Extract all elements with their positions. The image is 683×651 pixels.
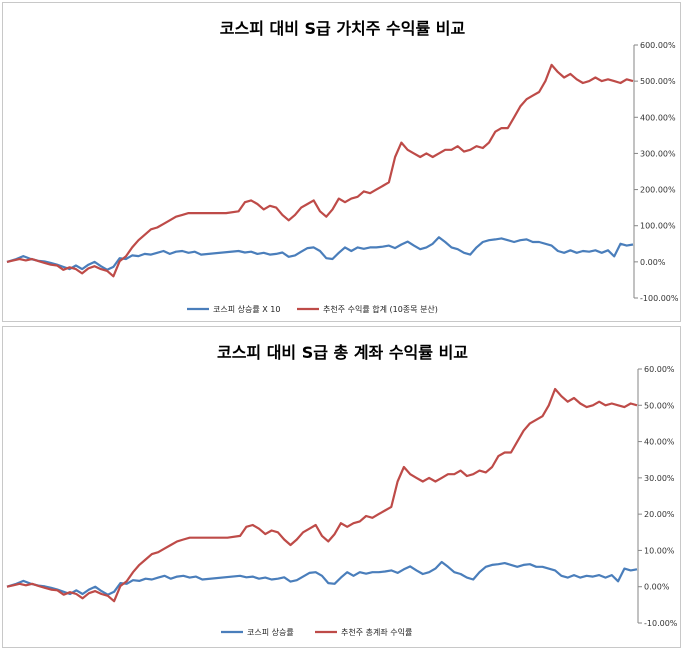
y-tick-label: 0.00%	[640, 258, 666, 267]
y-tick-label: 200.00%	[640, 186, 676, 195]
chart-title: 코스피 대비 S급 총 계좌 수익률 비교	[216, 343, 469, 362]
y-tick-label: 400.00%	[640, 113, 676, 122]
kospi-series-line	[6, 560, 638, 596]
y-tick-label: 10.00%	[644, 546, 675, 555]
y-tick-label: -10.00%	[644, 619, 678, 628]
chart-panel-total-account: 코스피 대비 S급 총 계좌 수익률 비교 60.00% 50.00% 40.00%…	[2, 326, 681, 648]
y-tick-label: 20.00%	[644, 510, 675, 519]
y-tick-label: 100.00%	[640, 222, 676, 231]
legend-label: 코스피 상승률 X 10	[213, 304, 280, 314]
y-tick-label: 40.00%	[644, 438, 675, 447]
y-tick-label: 30.00%	[644, 474, 675, 483]
line-chart-value-stocks: 600.00% 500.00% 400.00% 300.00% 200.00% 100.0…	[6, 41, 679, 314]
chart-title: 코스피 대비 S급 가치주 수익률 비교	[219, 19, 466, 38]
chart-panel-value-stocks: 코스피 대비 S급 가치주 수익률 비교 600.00% 500.00% 400.0…	[2, 2, 681, 322]
legend-label: 추천주 총계좌 수익률	[341, 627, 412, 637]
y-tick-label: 300.00%	[640, 149, 676, 158]
y-tick-label: 60.00%	[644, 365, 675, 374]
picks-series-line	[6, 387, 638, 603]
y-tick-label: 50.00%	[644, 401, 675, 410]
kospi-series-line	[6, 236, 634, 271]
y-tick-label: -100.00%	[640, 294, 679, 303]
legend-label: 코스피 상승률	[247, 627, 294, 637]
picks-series-line	[6, 63, 634, 278]
legend-label: 추천주 수익률 합계 (10종목 분산)	[323, 304, 438, 314]
y-tick-label: 500.00%	[640, 77, 676, 86]
line-chart-total-account: 60.00% 50.00% 40.00% 30.00% 20.00% 10.00% 0.00…	[6, 365, 678, 637]
y-tick-label: 0.00%	[644, 583, 670, 592]
y-tick-label: 600.00%	[640, 41, 676, 50]
